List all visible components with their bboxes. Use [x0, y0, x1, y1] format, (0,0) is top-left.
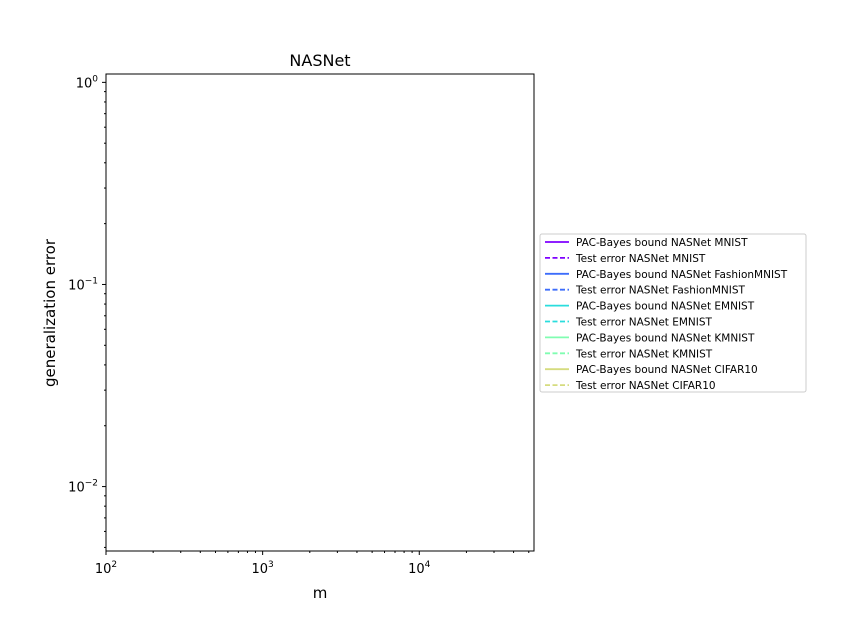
legend-item: PAC-Bayes bound NASNet KMNIST: [545, 332, 755, 344]
legend-box: [539, 233, 807, 393]
legend-item: Test error NASNet EMNIST: [545, 317, 713, 329]
legend-label: PAC-Bayes bound NASNet MNIST: [576, 237, 748, 249]
tick-exponent: 3: [268, 560, 274, 570]
tick-base: 10: [68, 481, 85, 496]
x-tick-label: 102: [95, 560, 117, 577]
legend-label: PAC-Bayes bound NASNet EMNIST: [576, 301, 755, 313]
x-axis-label: m: [313, 584, 328, 602]
legend-label: PAC-Bayes bound NASNet CIFAR10: [576, 364, 758, 376]
legend-item: PAC-Bayes bound NASNet CIFAR10: [545, 364, 758, 376]
y-axis-label: generalization error: [41, 238, 59, 387]
x-tick-label: 103: [251, 560, 273, 577]
plot-area: [105, 73, 535, 552]
tick-base: 10: [95, 562, 112, 577]
tick-base: 10: [68, 278, 85, 293]
legend-label: Test error NASNet CIFAR10: [575, 380, 716, 392]
tick-base: 10: [76, 76, 93, 91]
axis-ticks: [102, 81, 530, 555]
tick-exponent: −1: [85, 276, 98, 286]
tick-exponent: −2: [85, 479, 98, 489]
legend-label: Test error NASNet EMNIST: [575, 317, 713, 329]
tick-exponent: 0: [92, 74, 98, 84]
legend-label: Test error NASNet MNIST: [575, 253, 706, 265]
legend-item: Test error NASNet FashionMNIST: [545, 285, 746, 297]
legend-label: Test error NASNet KMNIST: [575, 348, 713, 360]
y-tick-label: 100: [76, 74, 99, 91]
legend: PAC-Bayes bound NASNet MNIST Test error N…: [539, 233, 807, 393]
legend-label: Test error NASNet FashionMNIST: [575, 285, 746, 297]
tick-base: 10: [408, 562, 425, 577]
x-tick-label: 104: [408, 560, 431, 577]
y-tick-label: 10−2: [68, 479, 98, 496]
tick-exponent: 4: [425, 560, 431, 570]
tick-exponent: 2: [111, 560, 117, 570]
y-tick-label: 10−1: [68, 276, 98, 293]
legend-item: Test error NASNet KMNIST: [545, 348, 713, 360]
legend-item: Test error NASNet MNIST: [545, 253, 706, 265]
legend-item: PAC-Bayes bound NASNet MNIST: [545, 237, 748, 249]
legend-item: PAC-Bayes bound NASNet FashionMNIST: [545, 269, 788, 281]
legend-item: Test error NASNet CIFAR10: [545, 380, 716, 392]
chart-title: NASNet: [289, 51, 350, 70]
legend-item: PAC-Bayes bound NASNet EMNIST: [545, 301, 755, 313]
legend-label: PAC-Bayes bound NASNet FashionMNIST: [576, 269, 788, 281]
legend-label: PAC-Bayes bound NASNet KMNIST: [576, 332, 755, 344]
tick-base: 10: [251, 562, 268, 577]
